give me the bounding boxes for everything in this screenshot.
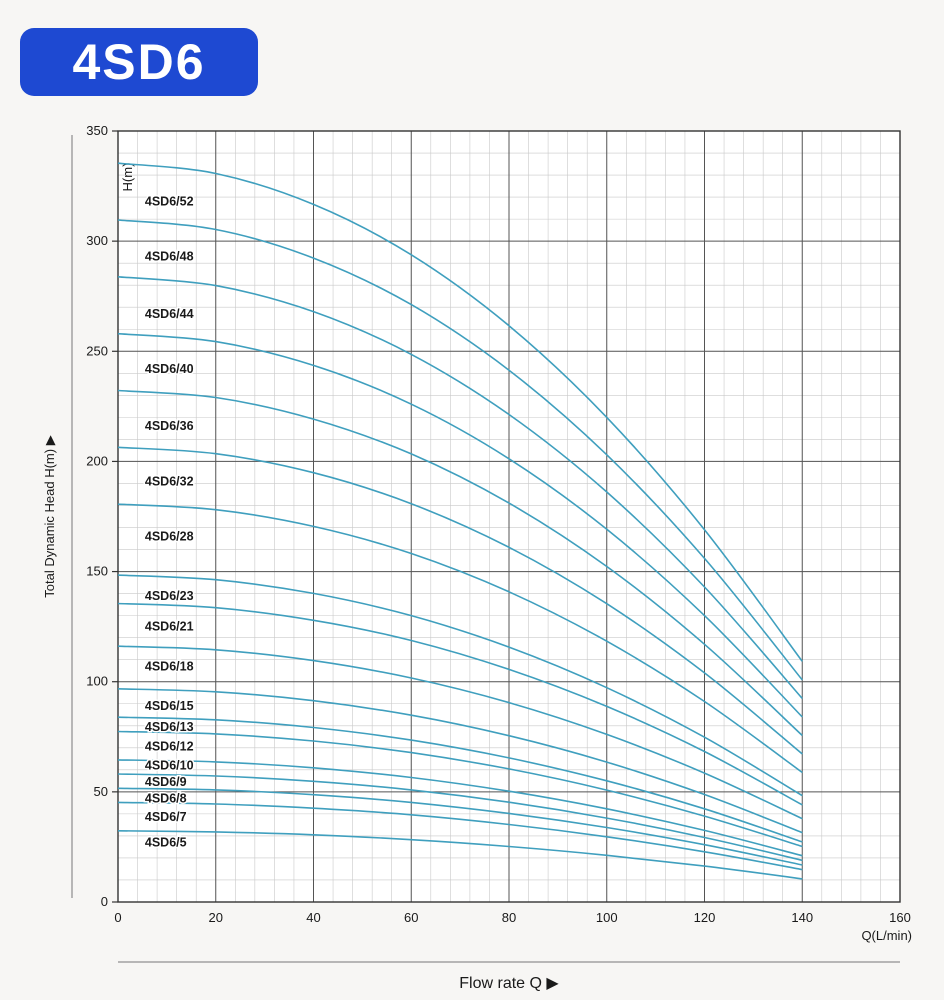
pump-curve <box>117 446 803 755</box>
pump-curve <box>117 830 803 880</box>
pump-curves <box>117 162 803 880</box>
pump-curve <box>117 602 803 806</box>
curve-label: 4SD6/28 <box>145 529 194 543</box>
curve-label: 4SD6/23 <box>145 589 194 603</box>
y-tick-label: 150 <box>86 564 108 579</box>
pump-curve <box>117 389 803 737</box>
y-tick-label: 200 <box>86 453 108 468</box>
y-tick-label: 50 <box>94 784 108 799</box>
x-tick-label: 100 <box>596 910 618 925</box>
y-axis-tick-labels: 0 50 100 150 200 250 300 350 <box>86 123 118 909</box>
pump-curve <box>117 162 803 662</box>
y-tick-label: 0 <box>101 894 108 909</box>
curve-label: 4SD6/32 <box>145 474 194 488</box>
curve-label: 4SD6/9 <box>145 775 187 789</box>
curve-label: 4SD6/21 <box>145 620 194 634</box>
curve-labels: 4SD6/52 4SD6/48 4SD6/44 4SD6/40 4SD6/36 4SD6/… <box>143 193 195 851</box>
pump-curve <box>117 801 803 871</box>
curve-label: 4SD6/10 <box>145 758 194 772</box>
curve-label: 4SD6/36 <box>145 419 194 433</box>
curve-label: 4SD6/18 <box>145 659 194 673</box>
x-tick-label: 0 <box>114 910 121 925</box>
pump-curve <box>117 503 803 774</box>
pump-curve <box>117 219 803 681</box>
x-tick-label: 60 <box>404 910 418 925</box>
model-badge: 4SD6 <box>20 28 258 96</box>
pump-curve <box>117 332 803 718</box>
x-tick-label: 140 <box>791 910 813 925</box>
curve-label: 4SD6/12 <box>145 740 194 754</box>
x-tick-label: 20 <box>209 910 223 925</box>
pump-curve <box>117 645 803 820</box>
y-unit-label: H(m) <box>120 163 135 192</box>
x-tick-label: 40 <box>306 910 320 925</box>
pump-curve <box>117 773 803 862</box>
y-tick-label: 100 <box>86 674 108 689</box>
pump-curve <box>117 787 803 866</box>
x-tick-label: 120 <box>694 910 716 925</box>
pump-curve <box>117 574 803 797</box>
pump-curve <box>117 688 803 834</box>
curve-label: 4SD6/48 <box>145 250 194 264</box>
curve-label: 4SD6/5 <box>145 836 187 850</box>
y-tick-label: 350 <box>86 123 108 138</box>
curve-label: 4SD6/44 <box>145 307 194 321</box>
x-axis-tick-labels: 0 20 40 60 80 100 120 140 160 <box>114 910 910 925</box>
curve-label: 4SD6/7 <box>145 810 187 824</box>
curve-label: 4SD6/52 <box>145 194 194 208</box>
pump-curve <box>117 759 803 857</box>
x-tick-label: 160 <box>889 910 911 925</box>
y-tick-label: 250 <box>86 343 108 358</box>
curve-label: 4SD6/15 <box>145 699 194 713</box>
curve-label: 4SD6/8 <box>145 791 187 805</box>
x-axis-title: Flow rate Q ▶ <box>459 975 559 992</box>
y-tick-label: 300 <box>86 233 108 248</box>
x-unit-label: Q(L/min) <box>861 928 912 943</box>
pump-curve <box>117 276 803 700</box>
curve-label: 4SD6/40 <box>145 362 194 376</box>
y-axis-title: Total Dynamic Head H(m) ▶ <box>42 435 57 597</box>
x-tick-label: 80 <box>502 910 516 925</box>
pump-curve <box>117 730 803 848</box>
pump-curve <box>117 716 803 843</box>
plot-border <box>117 130 901 903</box>
curve-label: 4SD6/13 <box>145 720 194 734</box>
